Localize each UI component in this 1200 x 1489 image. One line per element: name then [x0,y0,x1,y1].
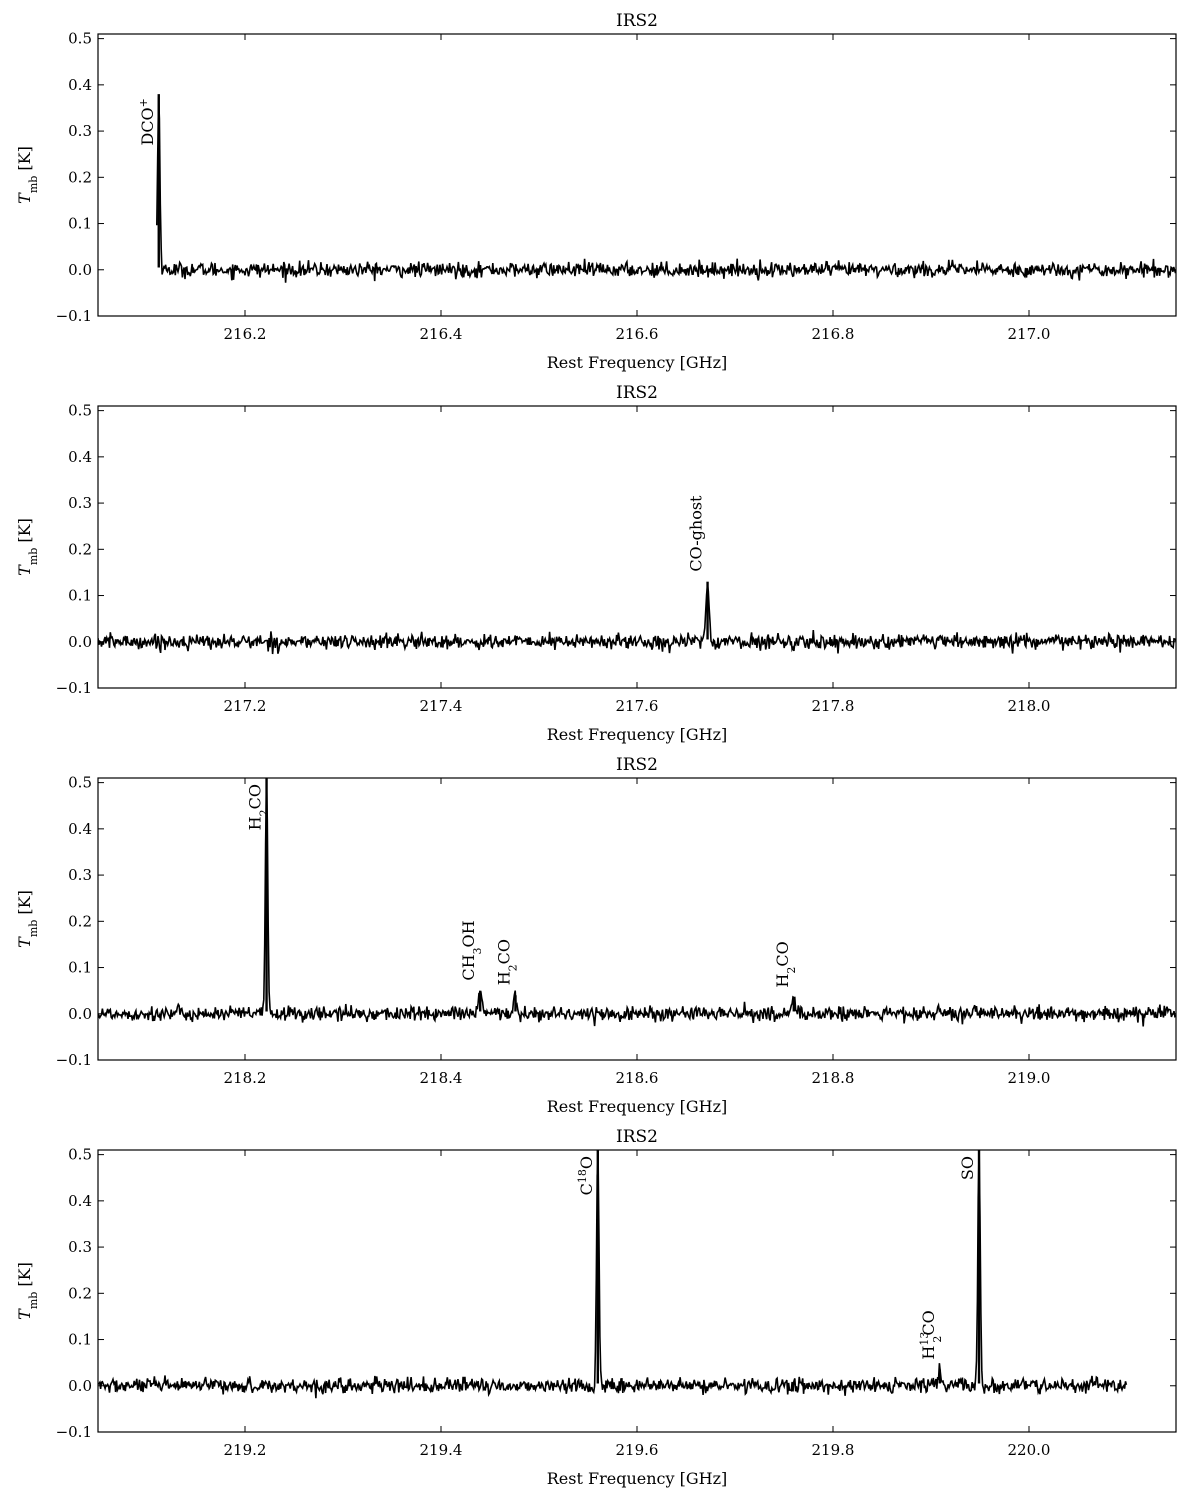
chart-title: IRS2 [616,11,658,31]
x-axis-label: Rest Frequency [GHz] [547,725,728,744]
chart-title: IRS2 [616,755,658,775]
y-tick-label: 0.3 [68,866,92,884]
y-tick-label: 0.2 [68,540,92,558]
spectrum-line [156,97,1176,283]
y-tick-label: 0.0 [68,1377,92,1395]
y-tick-label: 0.5 [68,30,92,48]
y-tick-label: 0.1 [68,959,92,977]
line-label-2: CH3OH [459,920,484,980]
y-axis-label: Tmb [K] [15,518,40,576]
y-tick-label: −0.1 [56,679,92,697]
spectrum-panel-2: 217.2 217.4 217.6 217.8 218.0 −0.1 0.0 0.1 0.2 0.… [15,383,1177,744]
y-tick-label: −0.1 [56,1423,92,1441]
x-tick-label: 219.8 [812,1441,855,1459]
y-tick-label: 0.4 [68,448,92,466]
line-label-3: SO [958,1156,977,1180]
x-tick-label: 217.6 [616,697,659,715]
spectrum-panel-1: 216.2 216.4 216.6 216.8 217.0 −0.1 0.0 0.1 0.2 0.… [15,11,1177,372]
y-tick-label: 0.2 [68,168,92,186]
y-tick-label: 0.4 [68,76,92,94]
y-tick-label: 0.3 [68,122,92,140]
y-tick-label: 0.0 [68,261,92,279]
y-tick-label: −0.1 [56,307,92,325]
x-tick-label: 218.0 [1008,697,1051,715]
x-tick-label: 219.2 [224,1441,267,1459]
x-axis-label: Rest Frequency [GHz] [547,353,728,372]
y-tick-label: 0.0 [68,1005,92,1023]
y-axis-label: Tmb [K] [15,146,40,204]
x-tick-label: 216.8 [812,325,855,343]
x-tick-label: 217.8 [812,697,855,715]
x-tick-label: 216.2 [224,325,267,343]
x-tick-label: 218.8 [812,1069,855,1087]
y-axis-label: Tmb [K] [15,890,40,948]
y-tick-label: 0.5 [68,402,92,420]
y-tick-label: 0.4 [68,820,92,838]
y-tick-label: −0.1 [56,1051,92,1069]
x-tick-label: 218.6 [616,1069,659,1087]
x-tick-label: 218.2 [224,1069,267,1087]
x-axis-label: Rest Frequency [GHz] [547,1469,728,1488]
y-tick-label: 0.1 [68,587,92,605]
spectrum-panel-4: 219.2 219.4 219.6 219.8 220.0 −0.1 0.0 0.1 0.2 0.… [15,1127,1177,1488]
line-label-3: H2CO [494,939,518,985]
y-tick-label: 0.2 [68,912,92,930]
x-axis-label: Rest Frequency [GHz] [547,1097,728,1116]
spectrum-line [98,584,1176,655]
line-label-4: H2CO [773,941,798,987]
y-axis-label: Tmb [K] [15,1262,40,1320]
x-tick-label: 216.4 [420,325,463,343]
x-tick-label: 219.0 [1008,1069,1051,1087]
x-tick-label: 219.6 [616,1441,659,1459]
x-tick-label: 217.0 [1008,325,1051,343]
axes-frame [97,405,1177,689]
y-tick-label: 0.5 [68,1146,92,1164]
x-tick-label: 217.4 [420,697,463,715]
line-label-1: H2CO [246,784,271,830]
line-label-1: CO-ghost [687,495,706,572]
y-tick-label: 0.4 [68,1192,92,1210]
spectrum-line [98,781,1176,1027]
x-tick-label: 218.4 [420,1069,463,1087]
y-tick-label: 0.1 [68,1331,92,1349]
spectrum-line [98,1150,1128,1399]
y-tick-label: 0.1 [68,215,92,233]
chart-title: IRS2 [616,383,658,403]
spectrum-panel-3: 218.2 218.4 218.6 218.8 219.0 −0.1 0.0 0.1 0.2 0.… [15,755,1177,1116]
x-tick-label: 220.0 [1008,1441,1051,1459]
y-tick-label: 0.5 [68,774,92,792]
chart-title: IRS2 [616,1127,658,1147]
y-tick-label: 0.2 [68,1284,92,1302]
line-label-2: H132CO [917,1310,943,1359]
line-label-1: C18O [575,1156,596,1195]
x-tick-label: 216.6 [616,325,659,343]
y-tick-label: 0.3 [68,1238,92,1256]
y-tick-label: 0.0 [68,633,92,651]
line-label-1: DCO+ [136,98,157,145]
x-tick-label: 219.4 [420,1441,463,1459]
x-tick-label: 217.2 [224,697,267,715]
y-tick-label: 0.3 [68,494,92,512]
